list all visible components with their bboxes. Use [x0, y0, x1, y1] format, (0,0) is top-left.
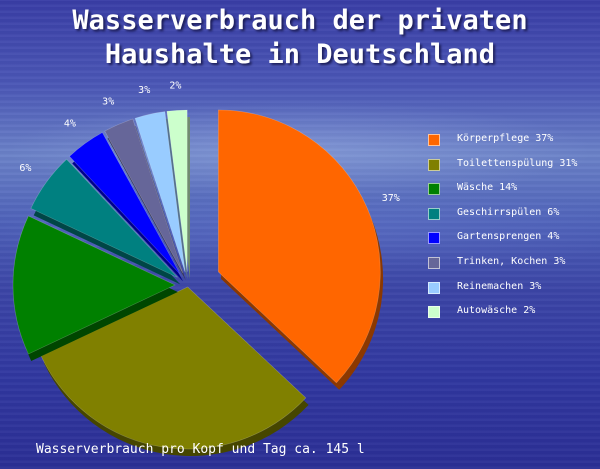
- pie-slice-trinken-kochen: [104, 118, 184, 274]
- pie-slice-gartensprengen: [69, 132, 181, 275]
- legend-label-reinemachen: Reinemachen 3%: [457, 280, 542, 292]
- legend-label-toilettenspuelung: Toilettenspülung 31%: [457, 157, 578, 169]
- pie-slices: [12, 109, 384, 456]
- chart-title-line-1: Wasserverbrauch der privaten: [72, 5, 528, 36]
- legend-label-geschirrspuelen: Geschirrspülen 6%: [457, 206, 560, 218]
- legend-swatch-waesche: [428, 183, 440, 196]
- legend-label-waesche: Wäsche 14%: [457, 182, 518, 194]
- pie-slice-geschirrspuelen: [30, 158, 178, 278]
- legend-swatch-geschirrspuelen: [428, 207, 440, 220]
- data-label-koerperpflege: 37%: [382, 193, 400, 204]
- legend-label-trinken-kochen: Trinken, Kochen 3%: [457, 255, 566, 267]
- data-label-reinemachen: 3%: [138, 85, 150, 96]
- pie-slice-koerperpflege: [217, 109, 381, 384]
- legend-swatch-gartensprengen: [428, 232, 440, 245]
- data-label-trinken-kochen: 3%: [102, 97, 114, 108]
- legend-label-gartensprengen: Gartensprengen 4%: [457, 231, 560, 243]
- legend-swatch-toilettenspuelung: [428, 158, 440, 171]
- chart-title-line-2: Haushalte in Deutschland: [104, 39, 496, 70]
- pie-slice-waesche: [12, 215, 176, 355]
- legend-label-koerperpflege: Körperpflege 37%: [457, 133, 554, 144]
- pie-slice-reinemachen: [134, 111, 186, 273]
- data-label-geschirrspuelen: 6%: [19, 163, 31, 174]
- footer-note: Wasserverbrauch pro Kopf und Tag ca. 145…: [36, 442, 365, 457]
- data-label-autowaesche: 2%: [169, 80, 181, 91]
- legend-swatch-trinken-kochen: [428, 256, 440, 269]
- legend-label-autowaesche: Autowäsche 2%: [457, 305, 536, 317]
- legend-swatch-autowaesche: [428, 306, 440, 319]
- legend-swatch-koerperpflege: [428, 134, 440, 146]
- pie-slice-autowaesche: [166, 109, 188, 273]
- data-label-gartensprengen: 4%: [64, 118, 76, 129]
- legend-swatch-reinemachen: [428, 281, 440, 294]
- pie-slice-toilettenspuelung: [40, 286, 307, 450]
